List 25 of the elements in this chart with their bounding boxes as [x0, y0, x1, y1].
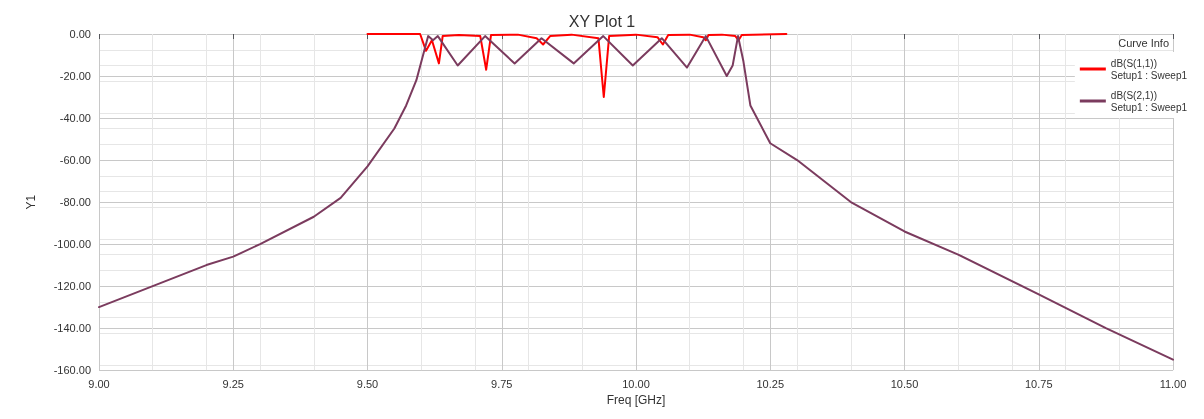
x-tick-label: 11.00	[1159, 377, 1187, 390]
y-tick-label: -40.00	[59, 112, 91, 125]
y-tick-label: -60.00	[59, 154, 91, 167]
y-tick-label: -100.00	[53, 238, 91, 251]
x-tick-label: 10.50	[890, 377, 919, 390]
x-axis-title: Freq [GHz]	[606, 393, 666, 407]
line-series	[366, 33, 788, 99]
x-tick-label: 9.25	[222, 377, 244, 390]
x-tick-label: 10.00	[622, 377, 650, 390]
y-tick-label: -120.00	[53, 280, 91, 293]
legend-title: Curve Info	[1118, 36, 1169, 49]
y-tick-label: -80.00	[59, 196, 91, 209]
x-tick-label: 10.25	[756, 377, 785, 390]
y-tick-label: -140.00	[53, 322, 91, 335]
x-tick-label: 9.50	[356, 377, 379, 390]
x-tick-label: 10.75	[1024, 377, 1053, 390]
chart-title: XY Plot 1	[568, 12, 636, 30]
x-tick-label: 9.75	[491, 377, 513, 390]
x-tick-label: 9.00	[88, 377, 110, 390]
y-tick-label: -20.00	[59, 70, 91, 83]
y-tick-label: 0.00	[69, 28, 91, 40]
y-axis-title: Y1	[24, 194, 38, 210]
legend-label: dB(S(1,1)) Setup1 : Sweep1	[1110, 57, 1188, 81]
legend-label: dB(S(2,1)) Setup1 : Sweep1	[1110, 89, 1188, 113]
y-tick-label: -160.00	[53, 364, 91, 377]
